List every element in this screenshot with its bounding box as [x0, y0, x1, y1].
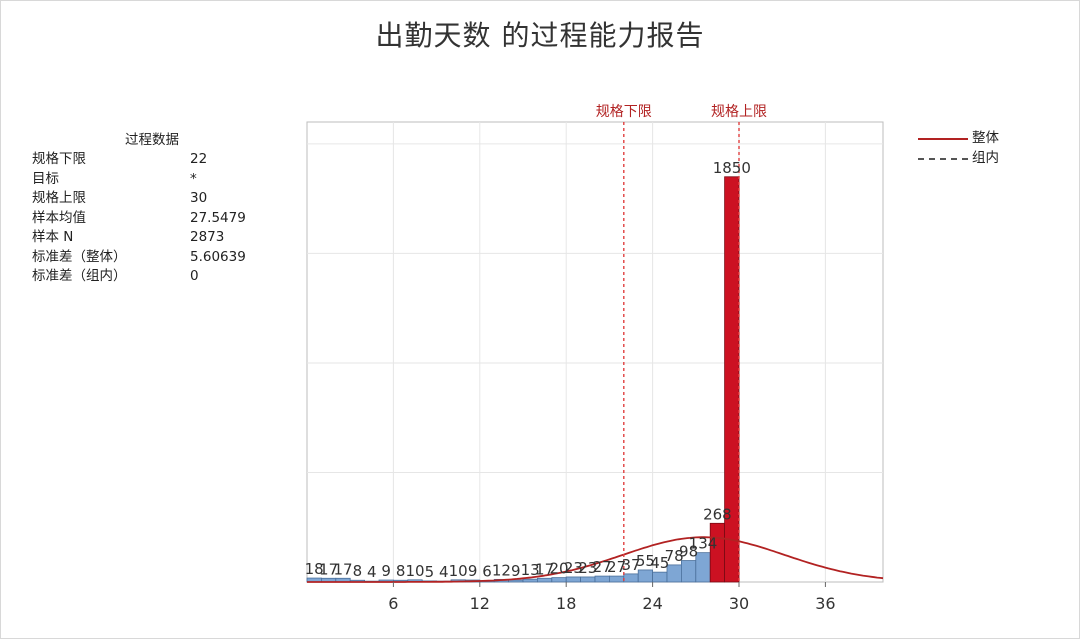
- row-usl: 规格上限 30: [32, 189, 292, 209]
- bar-data-label: 20: [549, 560, 568, 578]
- bar-data-label: 55: [636, 552, 655, 570]
- bar-data-label: 6: [482, 563, 492, 581]
- bar-data-label: 45: [650, 554, 669, 572]
- bar-data-label: 9: [381, 562, 391, 580]
- row-value: *: [190, 170, 197, 187]
- spec-layer: 规格下限 规格上限: [596, 104, 767, 582]
- bar-data-label: 17: [535, 560, 554, 578]
- histogram-bar: [724, 176, 740, 583]
- row-label: 规格上限: [32, 190, 86, 206]
- report-title: 出勤天数 的过程能力报告: [375, 19, 705, 52]
- legend-swatch-solid: [918, 138, 968, 140]
- row-label: 样本 N: [32, 229, 74, 245]
- legend-swatch-dashed: [918, 158, 968, 160]
- bar-data-label: 78: [665, 547, 684, 565]
- x-tick-label: 12: [470, 594, 490, 613]
- process-data-header: 过程数据: [125, 132, 179, 148]
- bar-data-label: 10: [449, 562, 468, 580]
- x-tick-label: 24: [642, 594, 662, 613]
- histogram-bar: [580, 576, 596, 583]
- bar-data-label: 268: [703, 505, 732, 523]
- row-value: 2873: [190, 229, 225, 245]
- lsl-label: 规格下限: [596, 104, 652, 120]
- bar-data-label: 8: [396, 562, 406, 580]
- legend-label-within: 组内: [972, 150, 999, 166]
- bar-data-label: 98: [679, 543, 698, 561]
- legend-item-overall: 整体: [916, 128, 999, 148]
- bar-data-label: 17: [319, 560, 338, 578]
- histogram-bar: [522, 578, 538, 583]
- histogram-bar: [565, 576, 582, 583]
- bar-data-label: 17: [333, 560, 352, 578]
- legend-label-overall: 整体: [972, 130, 999, 146]
- usl-label: 规格上限: [711, 104, 767, 120]
- grid: [307, 122, 883, 582]
- bar-data-label: 9: [511, 562, 521, 580]
- bar-data-label: 1850: [713, 159, 751, 177]
- histogram-bar: [594, 575, 610, 583]
- bar-data-label: 4: [439, 563, 449, 581]
- bar-data-label: 27: [593, 558, 612, 576]
- bar-data-label: 12: [492, 561, 511, 579]
- row-n: 样本 N 2873: [32, 228, 292, 248]
- row-label: 标准差（组内）: [32, 268, 127, 284]
- bar-data-label: 37: [621, 556, 640, 574]
- row-stdev-overall: 标准差（整体） 5.60639: [32, 248, 292, 268]
- row-label: 目标: [32, 170, 59, 187]
- bar-data-label: 27: [607, 558, 626, 576]
- row-lsl: 规格下限 22: [32, 150, 292, 170]
- row-mean: 样本均值 27.5479: [32, 209, 292, 229]
- bar-data-label: 10: [405, 562, 424, 580]
- bar-data-label: 18: [305, 560, 324, 578]
- row-label: 规格下限: [32, 151, 86, 167]
- row-value: 0: [190, 268, 199, 284]
- bar-data-label: 23: [578, 559, 597, 577]
- overall-normal-curve: [307, 536, 884, 583]
- row-value: 30: [190, 190, 208, 206]
- row-target: 目标 *: [32, 170, 292, 190]
- x-tick-label: 30: [729, 594, 749, 613]
- process-data-panel: 过程数据 规格下限 22 目标 * 规格上限 30 样本均值 27.5479 样…: [32, 128, 292, 287]
- bar-data-label: 13: [521, 561, 540, 579]
- bar-data-label: 134: [689, 535, 718, 553]
- bar-data-label: 9: [468, 562, 478, 580]
- row-stdev-within: 标准差（组内） 0: [32, 267, 292, 287]
- row-value: 5.60639: [190, 248, 246, 265]
- row-label: 样本均值: [32, 209, 86, 226]
- curve-layer: [307, 536, 884, 583]
- x-tick-label: 36: [815, 594, 835, 613]
- bar-data-label: 23: [564, 559, 583, 577]
- bar-data-label: 5: [425, 563, 435, 581]
- x-tick-label: 6: [388, 594, 398, 613]
- histogram-bar: [609, 575, 625, 583]
- legend: 整体 组内: [916, 128, 999, 168]
- bar-data-label: 8: [353, 562, 363, 580]
- row-label: 标准差（整体）: [32, 248, 127, 265]
- x-axis-ticks: 6 12 18 24 30 36: [388, 582, 836, 613]
- bar-data-label: 4: [367, 563, 377, 581]
- histogram-bar: [652, 571, 668, 583]
- row-value: 27.5479: [190, 209, 246, 226]
- row-value: 22: [190, 151, 208, 167]
- legend-item-within: 组内: [916, 148, 999, 168]
- x-tick-label: 18: [556, 594, 576, 613]
